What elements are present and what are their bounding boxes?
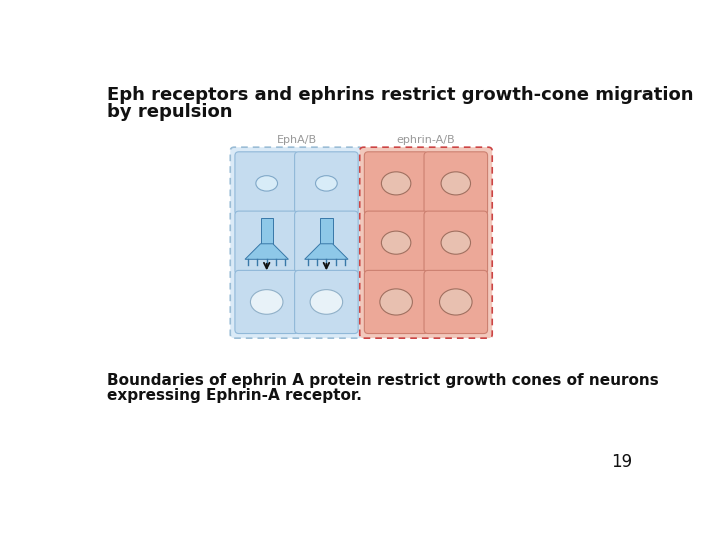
Polygon shape — [305, 244, 348, 259]
Ellipse shape — [441, 231, 471, 254]
FancyBboxPatch shape — [235, 152, 299, 215]
FancyBboxPatch shape — [235, 211, 299, 274]
FancyBboxPatch shape — [364, 211, 428, 274]
Ellipse shape — [251, 289, 283, 314]
Ellipse shape — [439, 289, 472, 315]
Ellipse shape — [382, 172, 411, 195]
Text: expressing Ephrin-A receptor.: expressing Ephrin-A receptor. — [107, 388, 362, 403]
FancyBboxPatch shape — [424, 271, 487, 334]
Ellipse shape — [310, 289, 343, 314]
FancyBboxPatch shape — [230, 147, 363, 338]
FancyBboxPatch shape — [424, 152, 487, 215]
Text: Eph receptors and ephrins restrict growth-cone migration: Eph receptors and ephrins restrict growt… — [107, 86, 693, 104]
Ellipse shape — [441, 172, 471, 195]
Text: Boundaries of ephrin A protein restrict growth cones of neurons: Boundaries of ephrin A protein restrict … — [107, 373, 659, 388]
FancyBboxPatch shape — [294, 152, 358, 215]
FancyBboxPatch shape — [360, 147, 492, 338]
Text: ephrin-A/B: ephrin-A/B — [397, 135, 455, 145]
FancyBboxPatch shape — [235, 271, 299, 334]
FancyBboxPatch shape — [364, 152, 428, 215]
Polygon shape — [261, 218, 273, 244]
Text: 19: 19 — [611, 454, 632, 471]
Text: EphA/B: EphA/B — [276, 135, 317, 145]
FancyBboxPatch shape — [294, 211, 358, 274]
Text: by repulsion: by repulsion — [107, 103, 233, 122]
Ellipse shape — [382, 231, 411, 254]
Polygon shape — [245, 244, 289, 259]
Polygon shape — [320, 218, 333, 244]
Ellipse shape — [256, 176, 277, 191]
FancyBboxPatch shape — [294, 271, 358, 334]
FancyBboxPatch shape — [424, 211, 487, 274]
Ellipse shape — [380, 289, 413, 315]
Ellipse shape — [315, 176, 337, 191]
FancyBboxPatch shape — [364, 271, 428, 334]
